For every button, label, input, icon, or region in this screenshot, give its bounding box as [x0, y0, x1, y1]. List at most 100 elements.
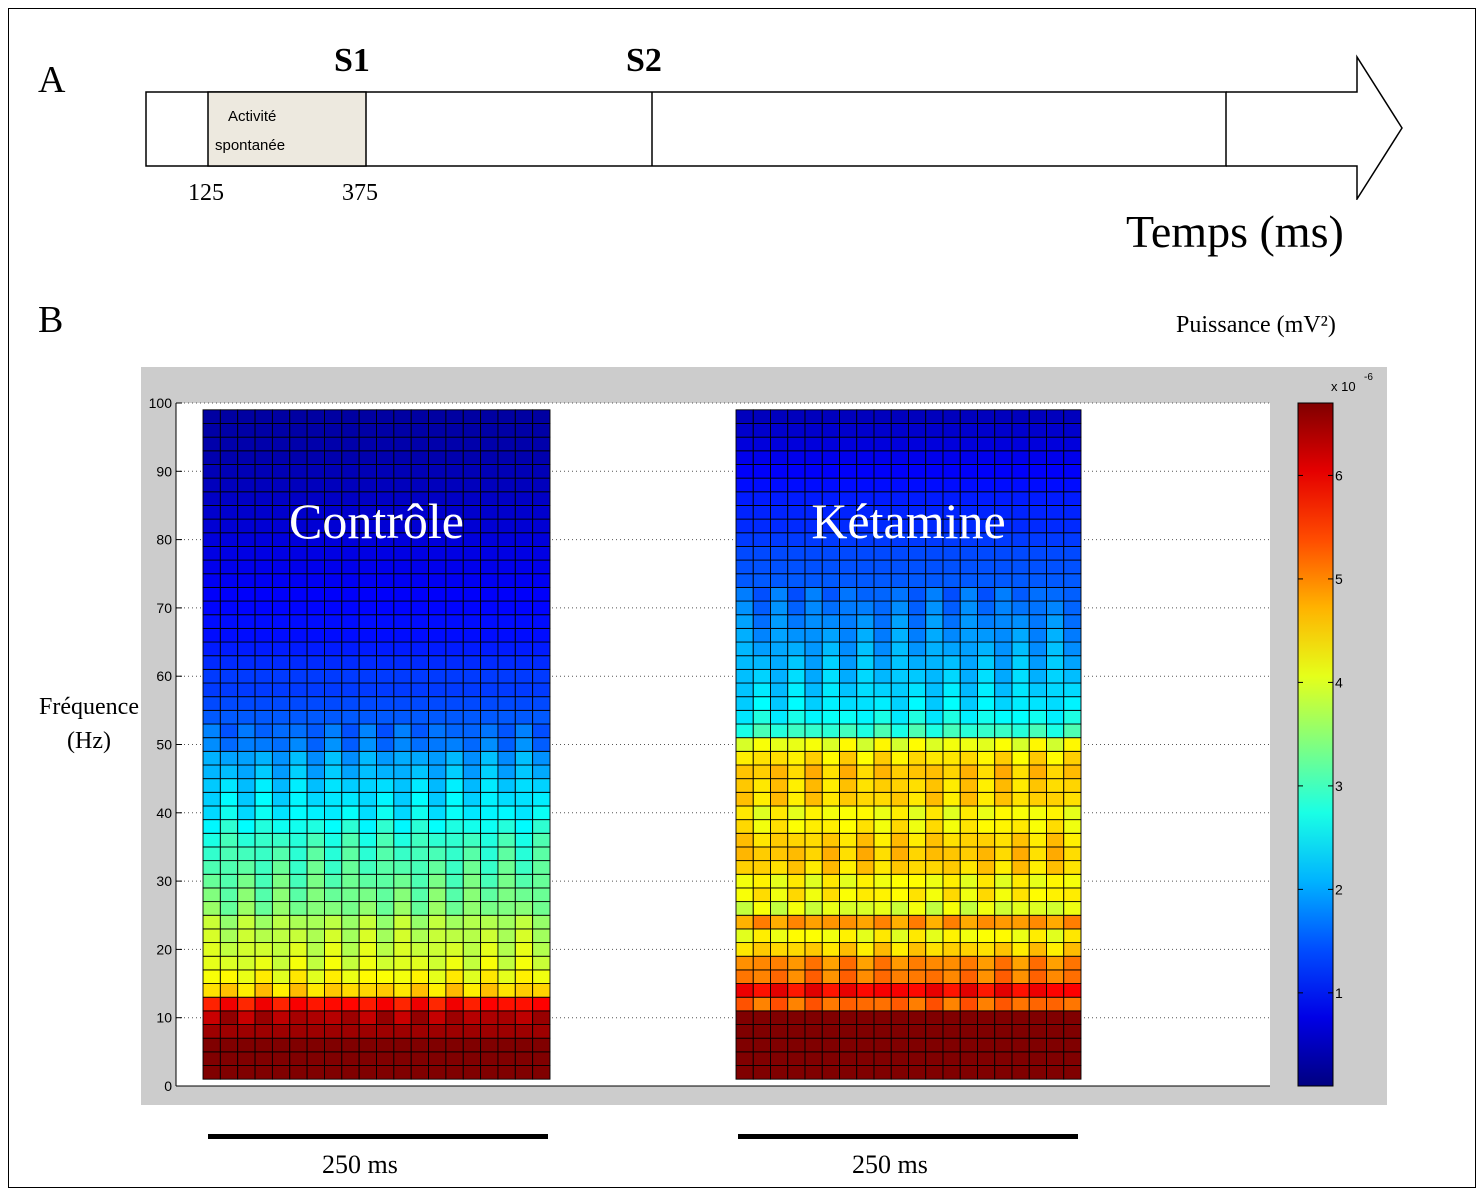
heatmap-cell: [1046, 1051, 1065, 1066]
heatmap-cell: [804, 819, 823, 834]
heatmap-cell: [428, 778, 447, 793]
heatmap-cell: [445, 764, 464, 780]
heatmap-cell: [480, 832, 499, 848]
heatmap-cell: [271, 764, 291, 780]
heatmap-cell: [994, 559, 1013, 575]
heatmap-cell: [1046, 805, 1065, 821]
heatmap-cell: [497, 655, 516, 670]
heatmap-cell: [735, 709, 754, 725]
heatmap-cell: [890, 450, 909, 465]
heatmap-cell: [1063, 819, 1082, 834]
heatmap-cell: [271, 641, 291, 657]
heatmap-cell: [977, 901, 996, 916]
heatmap-cell: [289, 1010, 308, 1025]
heatmap-cell: [908, 1037, 927, 1053]
heatmap-cell: [393, 996, 412, 1012]
heatmap-cell: [254, 450, 273, 465]
heatmap-cell: [376, 627, 395, 643]
heatmap-cell: [289, 887, 308, 903]
heatmap-cell: [821, 996, 840, 1012]
heatmap-cell: [254, 409, 273, 424]
heatmap-cell: [839, 709, 858, 725]
heatmap-cell: [497, 873, 516, 889]
heatmap-cell: [770, 887, 789, 903]
heatmap-cell: [497, 1010, 516, 1025]
heatmap-cell: [462, 873, 482, 889]
heatmap-cell: [324, 791, 343, 807]
heatmap-cell: [1046, 505, 1065, 520]
heatmap-cell: [770, 846, 789, 862]
heatmap-cell: [428, 764, 447, 780]
heatmap-cell: [410, 436, 430, 452]
heatmap-cell: [873, 586, 892, 602]
heatmap-cell: [890, 805, 909, 821]
heatmap-cell: [410, 873, 430, 889]
heatmap-cell: [1046, 1010, 1065, 1025]
heatmap-cell: [532, 750, 551, 766]
heatmap-cell: [873, 573, 892, 588]
heatmap-cell: [237, 1024, 256, 1039]
heatmap-cell: [289, 860, 308, 875]
heatmap-cell: [752, 860, 771, 875]
heatmap-cell: [358, 559, 377, 575]
heatmap-cell: [1028, 1037, 1047, 1053]
heatmap-cell: [376, 914, 395, 930]
heatmap-cell: [787, 436, 806, 452]
heatmap-cell: [839, 450, 858, 465]
heatmap-cell: [358, 805, 377, 821]
heatmap-cell: [202, 996, 221, 1012]
heatmap-cell: [959, 436, 978, 452]
heatmap-cell: [856, 737, 875, 752]
heatmap-cell: [787, 668, 806, 684]
heatmap-cell: [804, 423, 823, 438]
heatmap-cell: [532, 996, 551, 1012]
y-tick-label: 100: [149, 395, 173, 411]
heatmap-cell: [376, 791, 395, 807]
heatmap-cell: [890, 627, 909, 643]
heatmap-cell: [735, 778, 754, 793]
heatmap-cell: [821, 696, 840, 711]
heatmap-cell: [977, 860, 996, 875]
heatmap-cell: [376, 983, 395, 998]
heatmap-cell: [1063, 505, 1082, 520]
heatmap-cell: [532, 805, 551, 821]
heatmap-cell: [994, 942, 1013, 957]
heatmap-cell: [341, 1010, 360, 1025]
heatmap-cell: [480, 846, 499, 862]
heatmap-cell: [289, 450, 308, 465]
heatmap-cell: [804, 614, 823, 629]
heatmap-cell: [428, 955, 447, 971]
heatmap-cell: [237, 559, 256, 575]
heatmap-cell: [821, 627, 840, 643]
heatmap-cell: [254, 846, 273, 862]
heatmap-cell: [787, 887, 806, 903]
heatmap-cell: [752, 491, 771, 506]
heatmap-cell: [480, 723, 499, 739]
heatmap-cell: [925, 655, 944, 670]
heatmap-cell: [358, 450, 377, 465]
heatmap-cell: [770, 873, 789, 889]
heatmap-cell: [480, 409, 499, 424]
heatmap-cell: [254, 737, 273, 752]
y-tick-label: 20: [156, 941, 172, 957]
heatmap-cell: [856, 928, 875, 944]
heatmap-cell: [821, 559, 840, 575]
y-tick-label: 70: [156, 600, 172, 616]
heatmap-cell: [462, 764, 482, 780]
y-tick-label: 10: [156, 1010, 172, 1026]
heatmap-cell: [410, 791, 430, 807]
heatmap-cell: [1046, 464, 1065, 479]
heatmap-cell: [1046, 573, 1065, 588]
heatmap-cell: [514, 668, 534, 684]
heatmap-cell: [1046, 682, 1065, 698]
heatmap-cell: [873, 1065, 892, 1080]
heatmap-cell: [804, 559, 823, 575]
heatmap-cell: [1046, 942, 1065, 957]
heatmap-cell: [994, 436, 1013, 452]
heatmap-cell: [237, 983, 256, 998]
heatmap-cell: [890, 641, 909, 657]
heatmap-cell: [341, 573, 360, 588]
heatmap-cell: [873, 1010, 892, 1025]
heatmap-cell: [890, 764, 909, 780]
heatmap-cell: [873, 887, 892, 903]
